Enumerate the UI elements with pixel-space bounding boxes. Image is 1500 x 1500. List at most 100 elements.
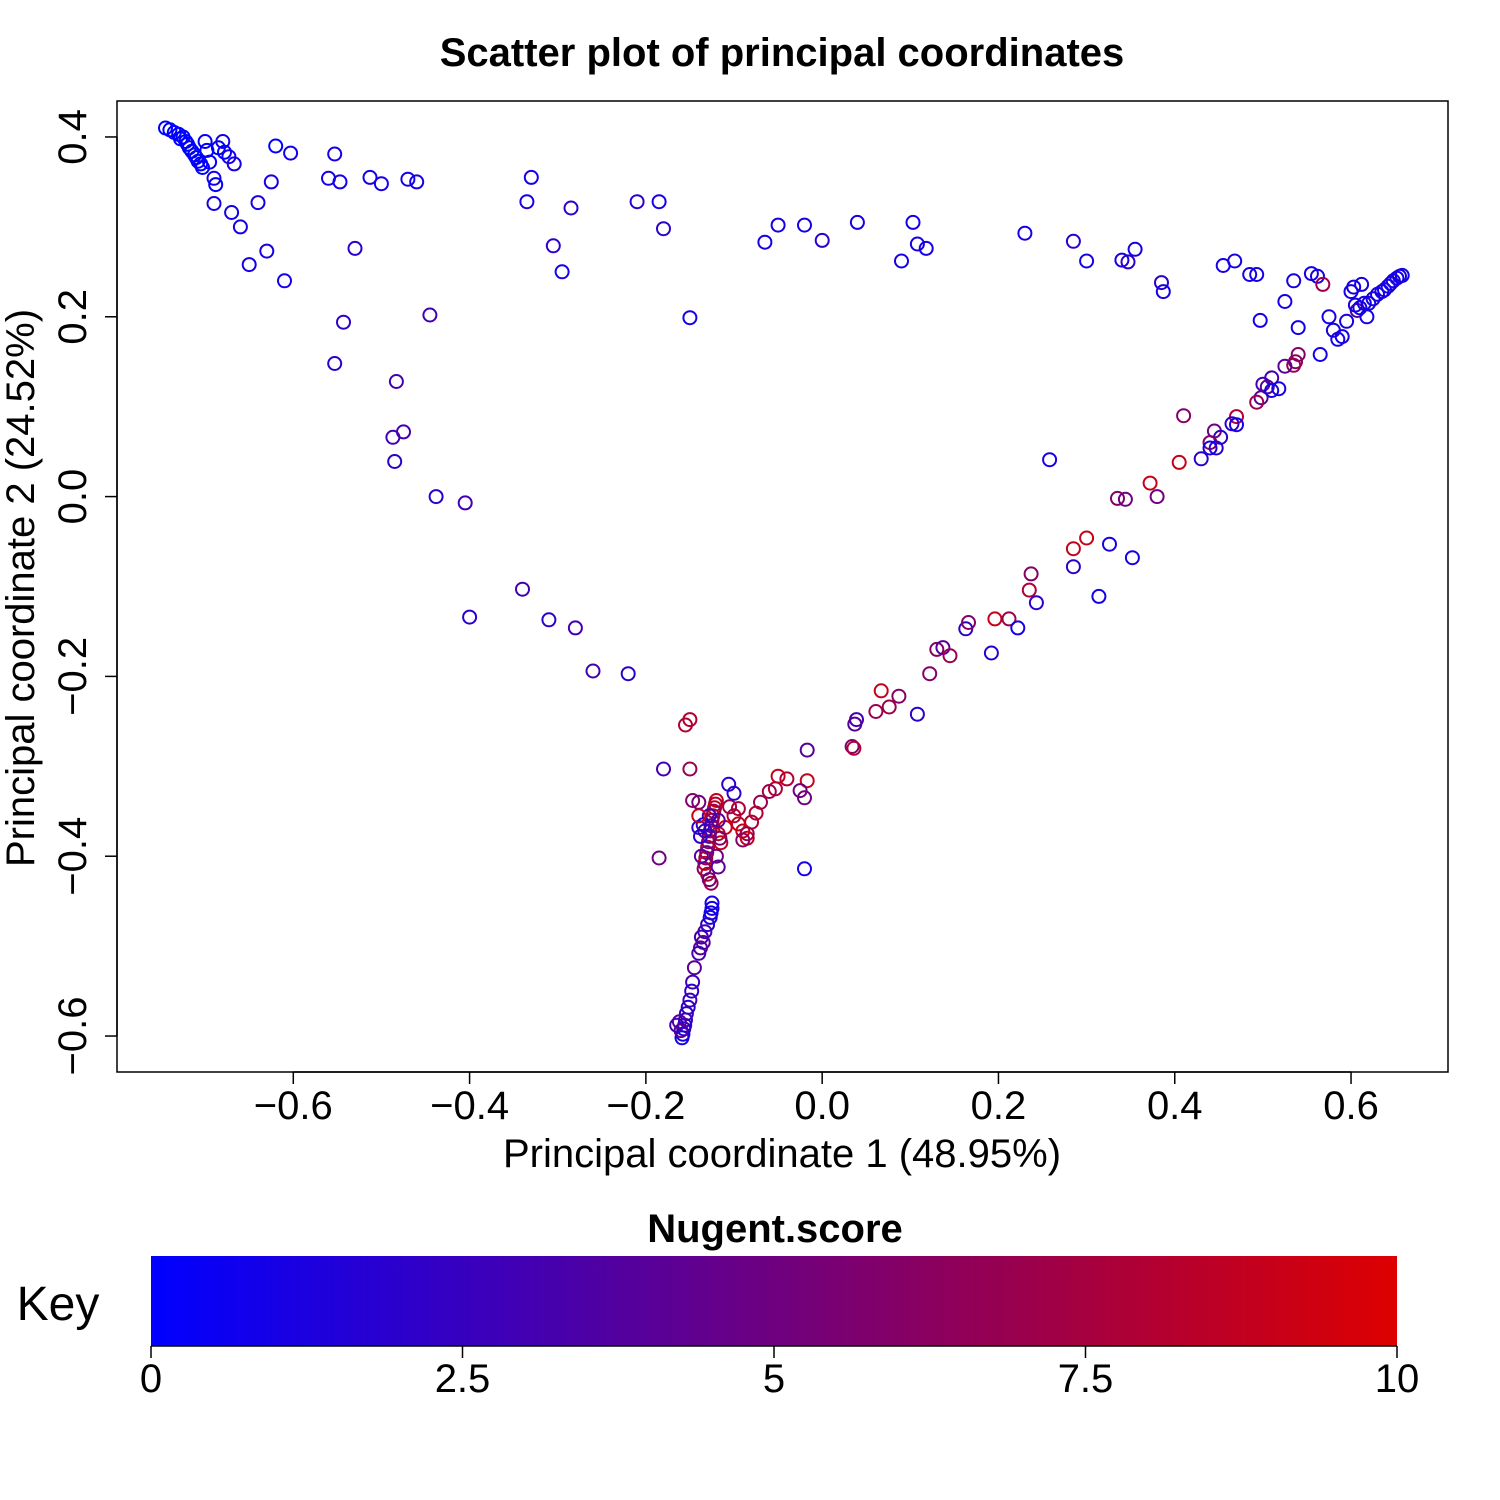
data-point <box>691 808 707 824</box>
data-point <box>1286 357 1302 373</box>
data-point <box>685 974 701 990</box>
data-point <box>585 663 601 679</box>
data-point <box>847 716 863 732</box>
colorbar-axis: 0 2.5 5 7.5 10 <box>140 1345 1420 1401</box>
data-point <box>873 683 889 699</box>
data-point <box>651 194 667 210</box>
data-point <box>263 174 279 190</box>
data-point <box>700 917 716 933</box>
data-point <box>693 929 709 945</box>
data-point <box>708 848 724 864</box>
data-point <box>523 169 539 185</box>
data-point <box>799 773 815 789</box>
data-point <box>327 356 343 371</box>
data-point <box>797 861 812 877</box>
data-point <box>905 214 921 230</box>
data-point <box>1365 291 1381 307</box>
data-point <box>226 156 242 172</box>
data-point <box>1253 390 1269 406</box>
data-point <box>224 205 240 220</box>
y-tick-label: 0.2 <box>51 289 95 345</box>
data-point <box>1227 253 1243 269</box>
data-point <box>400 171 416 187</box>
x-axis-label: Principal coordinate 1 (48.95%) <box>503 1132 1061 1176</box>
data-point <box>1354 276 1370 292</box>
data-point <box>894 253 909 269</box>
data-point <box>1127 241 1143 257</box>
data-point <box>739 826 755 842</box>
data-point <box>1079 530 1095 546</box>
data-point <box>1079 253 1095 269</box>
data-point <box>983 645 999 661</box>
colorbar-key-label: Key <box>17 1278 100 1331</box>
data-point <box>757 234 773 250</box>
x-axis: −0.6 −0.4 −0.2 0.0 0.2 0.4 0.6 <box>254 1071 1379 1128</box>
data-point <box>1277 294 1293 309</box>
data-point <box>629 194 645 210</box>
x-tick-label: 0.6 <box>1323 1084 1379 1128</box>
data-point <box>202 154 218 170</box>
y-axis-label: Principal coordinate 2 (24.52%) <box>0 309 43 867</box>
data-point <box>1117 491 1133 507</box>
data-point <box>1229 417 1244 433</box>
data-point <box>761 784 777 799</box>
colorbar-tick-label: 5 <box>763 1357 785 1401</box>
data-point <box>1321 309 1337 325</box>
data-point <box>669 1017 685 1033</box>
data-point <box>792 783 808 799</box>
data-point <box>462 609 478 625</box>
data-point <box>1242 267 1258 282</box>
data-point <box>1065 233 1081 249</box>
x-tick-label: −0.2 <box>606 1084 685 1128</box>
colorbar-tick-label: 10 <box>1375 1357 1420 1401</box>
data-point <box>684 983 700 999</box>
data-point <box>1155 284 1171 300</box>
data-point <box>1347 297 1363 313</box>
data-point <box>362 169 378 185</box>
data-point <box>336 314 351 330</box>
data-point <box>849 214 865 230</box>
data-point <box>682 992 698 1008</box>
data-point <box>1171 454 1187 470</box>
data-point <box>799 742 815 758</box>
data-point <box>1286 273 1302 289</box>
data-point <box>259 243 275 259</box>
data-point <box>987 611 1003 627</box>
data-point <box>409 174 425 190</box>
points-layer <box>158 120 1410 1046</box>
data-point <box>722 799 738 815</box>
data-point <box>206 170 222 186</box>
data-point <box>909 236 925 252</box>
data-point <box>691 820 707 835</box>
data-point <box>1142 475 1158 491</box>
data-point <box>1114 252 1130 268</box>
data-point <box>1042 452 1058 468</box>
data-point <box>1334 329 1350 345</box>
data-point <box>868 704 884 719</box>
data-point <box>770 768 786 784</box>
data-point <box>1110 490 1125 506</box>
data-point <box>704 895 720 911</box>
data-point <box>1339 313 1355 329</box>
data-point <box>797 217 812 233</box>
data-point <box>881 699 897 715</box>
data-point <box>519 194 535 210</box>
data-point <box>1312 347 1328 362</box>
data-point <box>1290 320 1306 336</box>
data-point <box>1359 309 1375 325</box>
plot-frame <box>116 100 1449 1073</box>
data-point <box>541 612 557 628</box>
data-point <box>710 812 726 828</box>
data-point <box>241 257 257 273</box>
data-point <box>770 217 786 233</box>
data-point <box>656 761 671 777</box>
colorbar-tick-label: 7.5 <box>1058 1357 1114 1401</box>
data-point <box>1154 275 1169 291</box>
data-point <box>250 195 266 211</box>
data-point <box>1394 267 1410 283</box>
data-point <box>656 221 671 237</box>
y-tick-label: 0.4 <box>51 109 95 165</box>
data-point <box>730 801 746 817</box>
x-tick-label: −0.4 <box>430 1084 509 1128</box>
chart-title: Scatter plot of principal coordinates <box>440 31 1125 75</box>
